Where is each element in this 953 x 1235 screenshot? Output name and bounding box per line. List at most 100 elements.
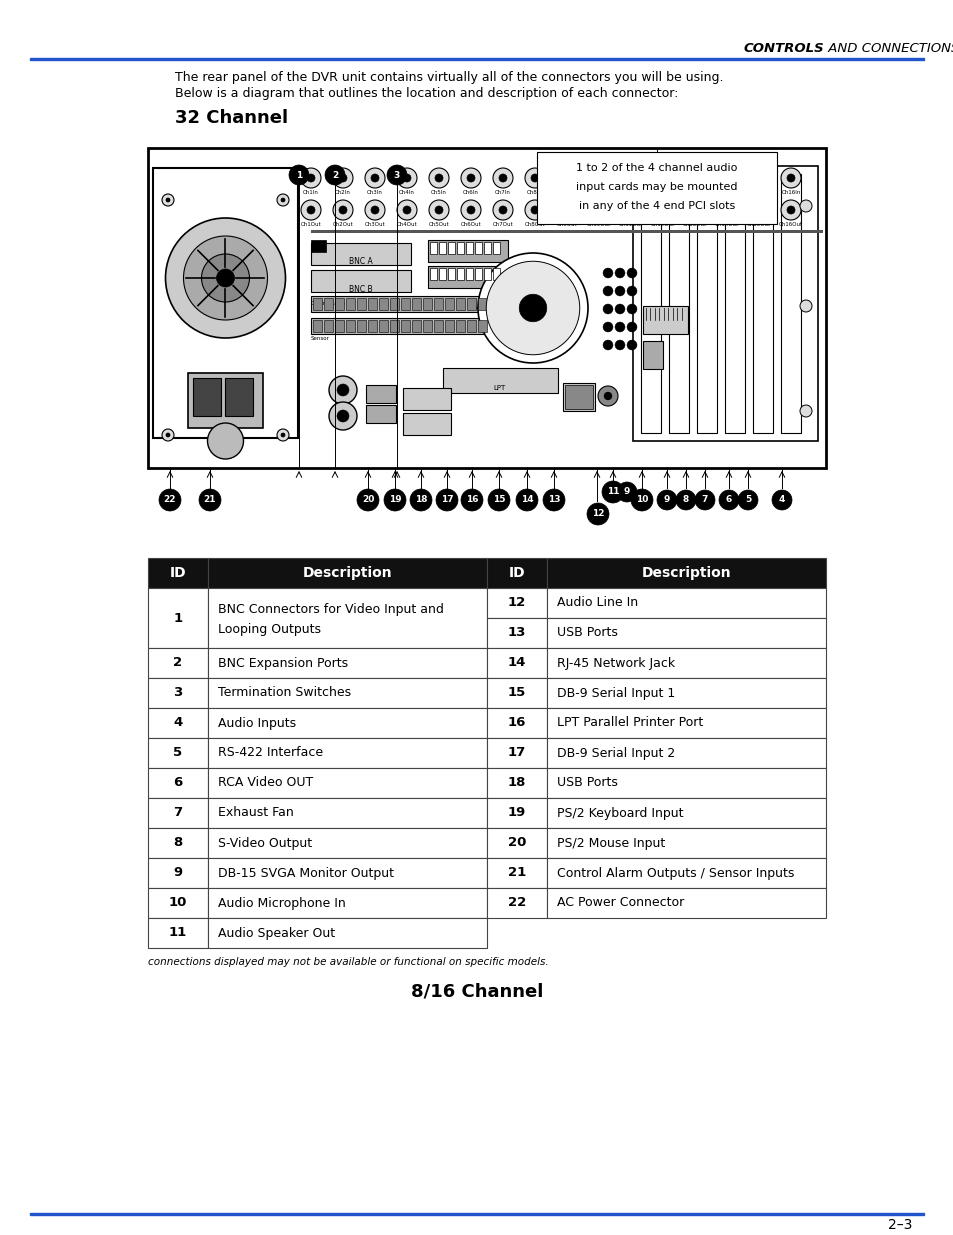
Circle shape [325, 165, 345, 185]
Bar [313, 298, 322, 310]
Bar [30, 58, 923, 61]
Bar [465, 268, 473, 280]
Circle shape [166, 433, 170, 437]
Circle shape [307, 206, 314, 214]
Bar [475, 242, 481, 254]
Text: ID: ID [170, 566, 186, 580]
Bar [752, 174, 772, 433]
Bar [148, 708, 208, 739]
Text: 11: 11 [169, 926, 187, 940]
Text: Sensor: Sensor [311, 336, 330, 341]
Circle shape [336, 410, 349, 422]
Bar [724, 174, 744, 433]
Circle shape [183, 236, 267, 320]
Bar [148, 827, 208, 858]
Bar [428, 240, 507, 262]
Text: BNC Expansion Ports: BNC Expansion Ports [218, 657, 348, 669]
Bar [313, 320, 322, 332]
Text: input cards may be mounted: input cards may be mounted [576, 182, 737, 191]
Bar [366, 385, 395, 403]
Circle shape [524, 200, 544, 220]
Circle shape [738, 490, 758, 510]
Text: S-Video Output: S-Video Output [218, 836, 312, 850]
Circle shape [371, 206, 378, 214]
Text: DB-15 SVGA Monitor Output: DB-15 SVGA Monitor Output [218, 867, 394, 879]
Bar [148, 148, 825, 468]
Bar [475, 268, 481, 280]
Bar [537, 152, 776, 224]
Bar [486, 618, 546, 648]
Text: PS/2 Mouse Input: PS/2 Mouse Input [557, 836, 664, 850]
Text: 21: 21 [507, 867, 525, 879]
Text: Ch13Out: Ch13Out [682, 222, 706, 227]
Circle shape [615, 304, 624, 314]
Bar [368, 320, 376, 332]
Bar [486, 739, 546, 768]
Circle shape [486, 262, 579, 354]
Circle shape [276, 429, 289, 441]
Circle shape [595, 206, 602, 214]
Bar [456, 268, 463, 280]
Text: 18: 18 [415, 495, 427, 505]
Bar [456, 298, 464, 310]
Text: Ch2Out: Ch2Out [333, 222, 353, 227]
Text: 12: 12 [591, 510, 603, 519]
Circle shape [477, 253, 587, 363]
Circle shape [402, 206, 411, 214]
Text: 14: 14 [507, 657, 526, 669]
Circle shape [467, 206, 475, 214]
Text: Ch15Out: Ch15Out [746, 222, 770, 227]
Circle shape [602, 268, 613, 278]
Circle shape [690, 206, 699, 214]
Bar [546, 648, 825, 678]
Bar [438, 242, 446, 254]
Text: DB-9 Serial Input 2: DB-9 Serial Input 2 [557, 746, 675, 760]
Text: Ch13In: Ch13In [684, 190, 704, 195]
Circle shape [159, 489, 181, 511]
Bar [546, 768, 825, 798]
Bar [456, 320, 464, 332]
Circle shape [602, 340, 613, 350]
Circle shape [595, 174, 602, 182]
Circle shape [301, 168, 320, 188]
Text: 18: 18 [507, 777, 526, 789]
Bar [467, 320, 476, 332]
Circle shape [754, 174, 762, 182]
Bar [148, 558, 208, 588]
Circle shape [659, 206, 666, 214]
Bar [486, 558, 546, 588]
Text: Ch1Out: Ch1Out [300, 222, 321, 227]
Bar [448, 242, 455, 254]
Circle shape [333, 200, 353, 220]
Text: Audio Line In: Audio Line In [557, 597, 638, 610]
Text: in any of the 4 end PCI slots: in any of the 4 end PCI slots [578, 201, 735, 211]
Text: 13: 13 [507, 626, 526, 640]
Circle shape [722, 206, 730, 214]
Text: 8: 8 [173, 836, 182, 850]
Bar [208, 708, 486, 739]
Circle shape [786, 174, 794, 182]
Circle shape [365, 168, 385, 188]
Circle shape [786, 206, 794, 214]
Bar [442, 368, 558, 393]
Text: 17: 17 [440, 495, 453, 505]
Bar [148, 888, 208, 918]
Circle shape [435, 174, 442, 182]
Circle shape [498, 174, 506, 182]
Text: Termination Switches: Termination Switches [218, 687, 351, 699]
Bar [456, 242, 463, 254]
Bar [448, 268, 455, 280]
Bar [422, 320, 432, 332]
Circle shape [717, 168, 737, 188]
Circle shape [690, 174, 699, 182]
Circle shape [626, 268, 637, 278]
Circle shape [429, 200, 449, 220]
Bar [208, 798, 486, 827]
Circle shape [603, 391, 612, 400]
Bar [148, 918, 208, 948]
Bar [477, 298, 486, 310]
Text: 7: 7 [701, 495, 707, 505]
Circle shape [216, 269, 234, 287]
Bar [356, 298, 366, 310]
Circle shape [754, 206, 762, 214]
